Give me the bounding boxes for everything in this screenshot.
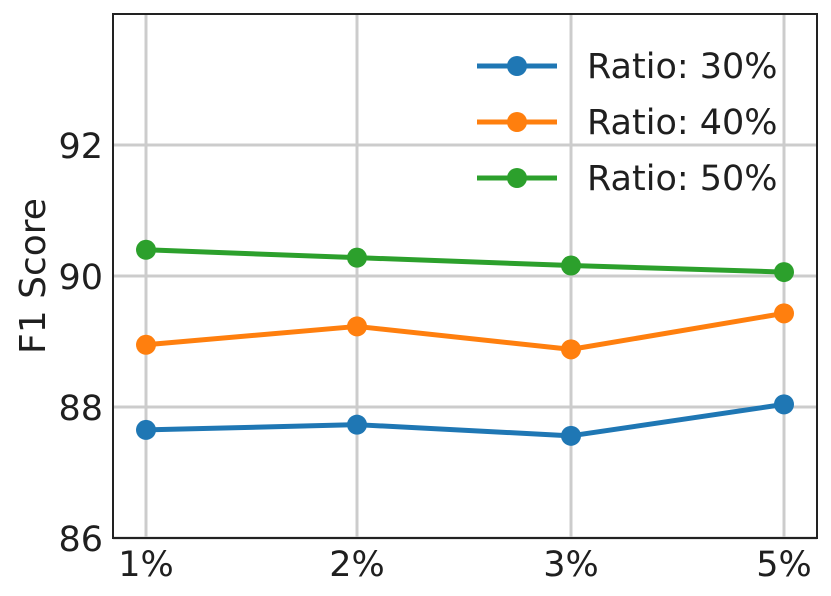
plot-frame [112, 13, 818, 539]
data-point [347, 316, 367, 337]
x-tick-label: 5% [756, 545, 812, 585]
data-point [136, 419, 156, 440]
y-tick-label: 90 [58, 258, 103, 298]
x-tick-label: 2% [329, 545, 385, 585]
legend-item: Ratio: 30% [477, 47, 778, 87]
series-line [145, 247, 785, 275]
data-point [561, 255, 581, 276]
y-tick-label: 86 [58, 520, 103, 560]
legend-label: Ratio: 30% [587, 47, 778, 87]
data-point [774, 262, 794, 283]
y-tick-labels: 86 88 90 92 [58, 127, 103, 560]
data-point [774, 394, 794, 415]
x-tick-label: 3% [543, 545, 599, 585]
legend-label: Ratio: 40% [587, 103, 778, 143]
series-1 [136, 394, 794, 446]
legend-label: Ratio: 50% [587, 159, 778, 199]
series-2 [136, 303, 794, 360]
data-point [347, 247, 367, 268]
legend: Ratio: 30% Ratio: 40% Ratio: 50% [477, 47, 778, 199]
series-line [145, 310, 785, 352]
legend-swatch-marker [507, 112, 527, 132]
data-point [136, 239, 156, 260]
x-tick-label: 1% [118, 545, 174, 585]
data-point [561, 425, 581, 446]
y-axis-label: F1 Score [13, 198, 54, 354]
y-tick-label: 92 [58, 127, 103, 167]
data-point [561, 339, 581, 360]
data-point [136, 334, 156, 355]
y-tick-label: 88 [58, 389, 103, 429]
legend-item: Ratio: 50% [477, 159, 778, 199]
legend-item: Ratio: 40% [477, 103, 778, 143]
data-point [774, 303, 794, 324]
grid [113, 14, 817, 540]
legend-swatch-marker [507, 56, 527, 76]
data-point [347, 414, 367, 435]
series-layer [136, 239, 794, 446]
series-line [145, 401, 785, 439]
series-3 [136, 239, 794, 283]
legend-swatch-marker [507, 168, 527, 188]
x-tick-labels: 1% 2% 3% 5% [118, 545, 812, 585]
